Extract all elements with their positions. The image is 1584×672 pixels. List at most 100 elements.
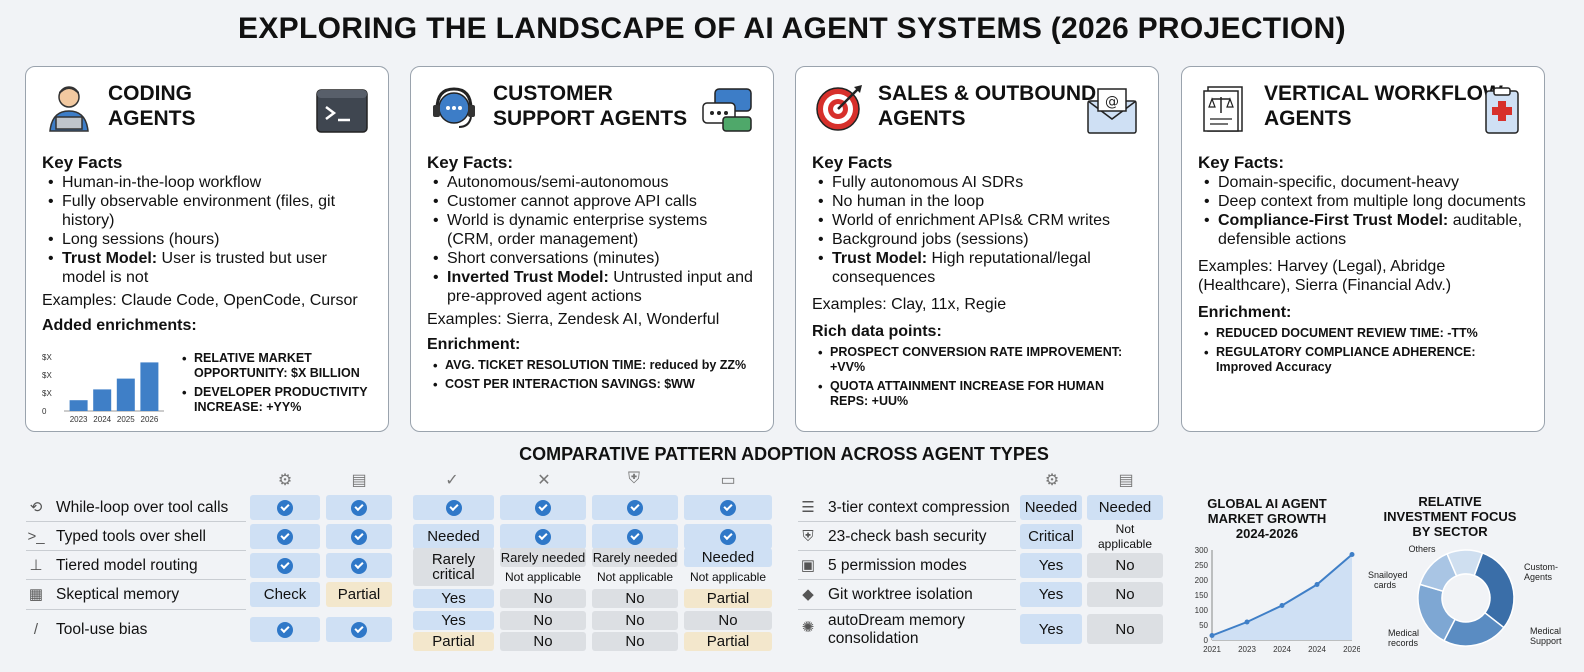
fact-item: Compliance-First Trust Model: auditable,… [1202,211,1528,249]
cell-supported [250,553,320,578]
x-tick-label: 2024 [93,415,111,424]
y-tick-label: 300 [1195,546,1209,555]
cell-no: No [1087,553,1163,578]
fact-item: Autonomous/semi-autonomous [431,173,757,192]
pattern-row: >_ Typed tools over shell [26,524,205,550]
cell-yes: Yes [1020,582,1082,607]
hierarchy-icon: ⊥ [29,557,43,574]
pattern-row: ▦ Skeptical memory [26,582,179,608]
enrichment-list: PROSPECT CONVERSION RATE IMPROVEMENT: +V… [816,345,1142,409]
y-tick-label: $X [42,389,52,398]
area-fill [1212,554,1352,640]
memory-note-icon: ▦ [28,586,44,603]
bar [140,362,159,411]
cell-no: No [592,611,678,630]
cell-no: No [500,632,586,651]
pattern-row: ⊥ Tiered model routing [26,553,198,579]
fact-item: World of enrichment APIs& CRM writes [816,211,1142,230]
pattern-label: Tool-use bias [56,621,148,638]
enrichment-item: DEVELOPER PRODUCTIVITY INCREASE: +YY% [180,385,384,415]
facts-list: Autonomous/semi-autonomous Customer cann… [431,173,757,306]
check-icon [351,621,367,638]
pattern-row: ⟲ While-loop over tool calls [26,495,229,521]
card-title: CODING AGENTS [108,82,196,130]
examples: Examples: Clay, 11x, Regie [812,296,1007,313]
cell-supported [413,495,494,520]
fact-item: Deep context from multiple long document… [1202,192,1528,211]
fact-item: Fully autonomous AI SDRs [816,173,1142,192]
enrichment-header: Added enrichments: [42,317,197,334]
fact-item: Inverted Trust Model: Untrusted input an… [431,268,757,306]
cell-no: No [1087,614,1163,644]
lock-icon: ▣ [800,557,816,574]
cell-no: No [500,589,586,608]
legal-document-icon [1203,86,1243,132]
cell-supported [684,495,772,520]
cell-needed: Needed [1020,495,1082,520]
gears-icon: ⚙ [277,472,293,489]
pattern-label: 23-check bash security [828,528,987,545]
data-point [1314,582,1320,587]
y-tick-label: 50 [1199,621,1208,630]
cell-no: No [592,589,678,608]
cell-supported [250,495,320,520]
cell-supported [250,617,320,642]
cell-supported [500,524,586,549]
pattern-row: ◆ Git worktree isolation [798,582,973,608]
pattern-label: 5 permission modes [828,557,967,574]
card-title: CUSTOMER SUPPORT AGENTS [493,82,688,130]
chat-bubbles-icon [702,88,752,132]
donut-slice [1473,551,1515,629]
cell-supported [592,524,678,549]
x-tick-label: 2021 [1203,645,1221,654]
wrench-icon: / [33,621,39,638]
cell-needed: Needed [684,548,772,567]
cell-partial: Partial [684,632,772,651]
facts-header: Key Facts [42,153,123,172]
check-icon [277,528,293,545]
pattern-label: While-loop over tool calls [56,499,229,516]
slice-label: Agents [1524,572,1553,582]
facts-list: Human-in-the-loop workflow Fully observa… [46,173,372,287]
cell-no: No [592,632,678,651]
cell-partial: Partial [326,582,392,607]
check-icon [627,499,643,516]
cell-check: Check [250,582,320,607]
enrichment-item: AVG. TICKET RESOLUTION TIME: reduced by … [431,358,757,373]
fact-item: Trust Model: User is trusted but user mo… [46,249,372,287]
growth-chart-title: GLOBAL AI AGENT MARKET GROWTH 2024-2026 [1207,496,1327,541]
data-point [1244,619,1250,625]
cell-critical: Critical [1020,524,1082,549]
pattern-row: ☰ 3-tier context compression [798,495,1010,521]
fact-item: Fully observable environment (files, git… [46,192,372,230]
cell-not-applicable: Not applicable [596,569,674,584]
card-title: SALES & OUTBOUND AGENTS [878,82,1097,130]
examples: Examples: Claude Code, OpenCode, Cursor [42,292,358,309]
document-icon: ▤ [351,472,367,489]
cell-supported [250,524,320,549]
cell-supported [684,524,772,549]
shell-prompt-icon: >_ [27,528,45,545]
gears-icon: ⚙ [1044,472,1060,489]
y-tick-label: $X [42,353,52,362]
cell-rarely-needed: Rarely needed [500,548,586,567]
enrichment-item: PROSPECT CONVERSION RATE IMPROVEMENT: +V… [816,345,1142,375]
cell-yes: Yes [413,611,494,630]
x-tick-label: 2024 [1308,645,1326,654]
headset-icon [433,87,475,128]
pattern-row: ⛨ 23-check bash security [798,524,987,550]
pattern-label: Tiered model routing [56,557,198,574]
cell-yes: Yes [1020,553,1082,578]
bar [116,378,135,411]
cell-needed: Needed [413,524,494,549]
x-tick-label: 2026 [141,415,159,424]
bar [69,400,88,411]
facts-list: Domain-specific, document-heavy Deep con… [1202,173,1528,249]
examples: Examples: Harvey (Legal), Abridge (Healt… [1198,258,1452,294]
enrichment-list: RELATIVE MARKET OPPORTUNITY: $X BILLION … [180,347,384,415]
tools-icon: ✕ [537,472,551,489]
cell-supported [326,524,392,549]
